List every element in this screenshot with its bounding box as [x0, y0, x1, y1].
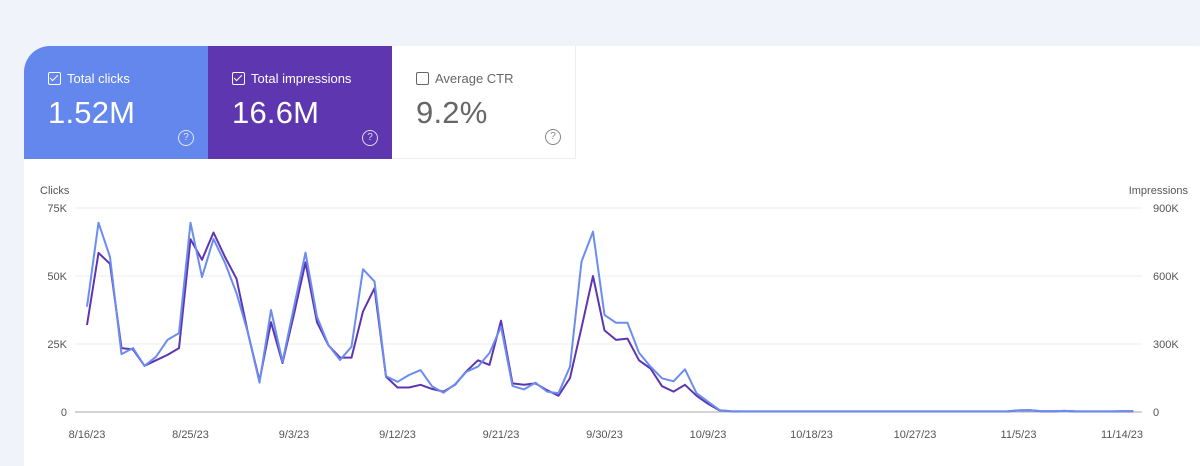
card-label: Total clicks: [67, 71, 130, 86]
card-value: 9.2%: [416, 95, 488, 130]
checkbox-unchecked-icon[interactable]: [416, 72, 429, 85]
card-value: 16.6M: [232, 95, 320, 130]
average-ctr-card[interactable]: Average CTR 9.2% ?: [392, 46, 576, 159]
card-label: Total impressions: [251, 71, 352, 86]
x-tick-label: 9/30/23: [586, 429, 623, 441]
help-icon[interactable]: ?: [362, 130, 378, 146]
left-tick-label: 75K: [47, 203, 67, 215]
total-clicks-card[interactable]: Total clicks 1.52M ?: [24, 46, 208, 159]
left-tick-label: 25K: [47, 339, 67, 351]
left-tick-label: 50K: [47, 271, 67, 283]
right-tick-label: 600K: [1153, 271, 1179, 283]
checkbox-checked-icon[interactable]: [48, 72, 61, 85]
right-tick-label: 300K: [1153, 339, 1179, 351]
x-tick-label: 8/16/23: [69, 429, 106, 441]
left-tick-label: 0: [61, 407, 67, 419]
right-axis-label: Impressions: [1129, 185, 1189, 197]
total-impressions-card[interactable]: Total impressions 16.6M ?: [208, 46, 392, 159]
x-tick-label: 9/3/23: [279, 429, 310, 441]
x-tick-label: 10/9/23: [690, 429, 727, 441]
performance-chart: Clicks Impressions 0 0 25K 300K 50K 600K 75K 90…: [40, 185, 1189, 441]
help-icon[interactable]: ?: [545, 129, 561, 145]
x-tick-label: 11/14/23: [1101, 429, 1143, 441]
x-tick-label: 11/5/23: [1001, 429, 1037, 441]
checkbox-checked-icon[interactable]: [232, 72, 245, 85]
card-value: 1.52M: [48, 95, 136, 130]
clicks-series-line: [86, 221, 1134, 413]
right-tick-label: 0: [1153, 407, 1159, 419]
right-tick-label: 900K: [1153, 203, 1179, 215]
x-tick-label: 10/18/23: [790, 429, 833, 441]
x-tick-label: 9/21/23: [483, 429, 520, 441]
x-tick-label: 10/27/23: [894, 429, 937, 441]
left-axis-label: Clicks: [40, 185, 70, 197]
x-tick-label: 8/25/23: [172, 429, 209, 441]
x-tick-label: 9/12/23: [379, 429, 416, 441]
card-label: Average CTR: [435, 71, 514, 86]
help-icon[interactable]: ?: [178, 130, 194, 146]
